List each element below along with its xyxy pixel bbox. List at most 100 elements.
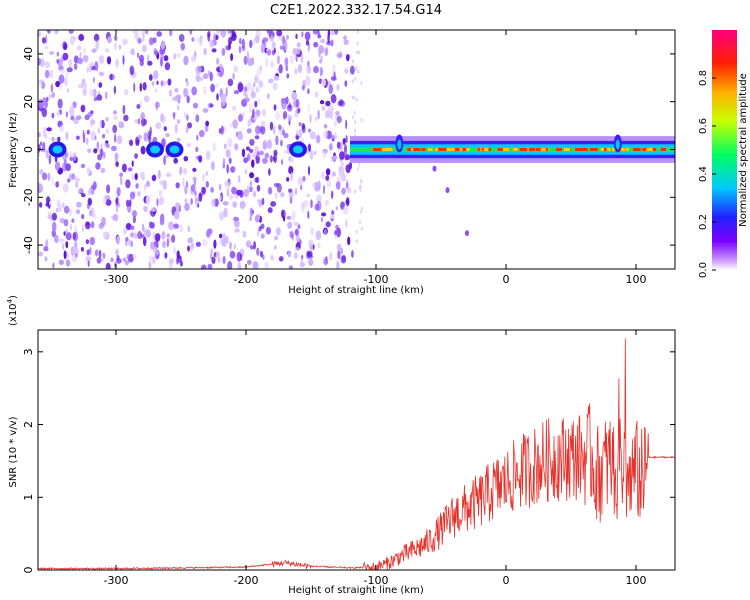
noise-speckle — [118, 44, 122, 50]
noise-speckle — [331, 135, 338, 140]
noise-speckle — [249, 186, 253, 193]
noise-speckle — [312, 30, 319, 35]
x-tick-label: -200 — [234, 574, 259, 587]
y-tick-label: 0 — [22, 146, 35, 153]
noise-speckle — [44, 69, 50, 79]
noise-speckle — [323, 129, 328, 140]
noise-speckle — [342, 138, 346, 144]
noise-speckle — [184, 185, 188, 195]
noise-speckle — [54, 234, 59, 243]
noise-speckle — [174, 88, 179, 93]
noise-speckle — [287, 114, 291, 122]
noise-speckle — [129, 225, 135, 230]
noise-speckle — [127, 167, 133, 172]
noise-speckle — [228, 193, 233, 201]
noise-speckle — [140, 112, 145, 121]
noise-speckle — [122, 38, 128, 46]
noise-speckle — [270, 60, 274, 69]
signal-band-peak — [538, 148, 542, 151]
noise-speckle — [82, 54, 89, 63]
noise-speckle — [98, 249, 102, 259]
noise-speckle — [322, 150, 327, 158]
noise-speckle — [308, 128, 311, 133]
noise-speckle — [294, 68, 298, 75]
noise-speckle — [155, 122, 162, 129]
noise-speckle — [115, 59, 119, 69]
noise-speckle — [346, 54, 350, 62]
noise-speckle — [187, 237, 193, 244]
noise-speckle — [38, 183, 43, 193]
noise-speckle — [355, 239, 358, 244]
noise-speckle — [123, 89, 129, 96]
noise-speckle — [92, 77, 96, 83]
noise-speckle — [269, 121, 274, 131]
noise-speckle — [360, 179, 363, 184]
x-tick-label: -300 — [104, 574, 129, 587]
noise-speckle — [119, 172, 123, 178]
noise-speckle — [85, 137, 89, 145]
noise-speckle — [73, 234, 77, 240]
signal-band-peak — [466, 148, 470, 151]
noise-speckle — [278, 64, 283, 74]
noise-speckle — [334, 120, 337, 127]
noise-speckle — [301, 31, 304, 38]
noise-speckle — [351, 79, 354, 84]
noise-speckle — [105, 199, 112, 206]
noise-speckle — [256, 98, 260, 103]
noise-speckle — [314, 150, 317, 156]
noise-speckle — [267, 93, 270, 99]
noise-speckle — [325, 168, 331, 176]
noise-speckle — [227, 138, 233, 148]
noise-speckle — [220, 30, 226, 38]
x-tick-label: 100 — [626, 273, 647, 286]
x-tick-label: -300 — [104, 273, 129, 286]
noise-speckle — [88, 209, 93, 217]
noise-speckle — [38, 31, 41, 37]
noise-speckle — [122, 55, 125, 65]
noise-speckle — [202, 73, 209, 80]
noise-speckle — [129, 191, 136, 200]
noise-speckle — [325, 100, 331, 107]
noise-speckle — [219, 63, 223, 72]
noise-speckle — [76, 201, 82, 208]
signal-band-peak — [421, 148, 426, 151]
noise-speckle — [38, 132, 41, 138]
noise-speckle — [225, 87, 228, 97]
noise-speckle — [66, 67, 73, 73]
noise-speckle — [200, 76, 203, 82]
noise-speckle — [309, 244, 314, 252]
noise-speckle — [264, 152, 270, 159]
noise-speckle — [105, 117, 109, 122]
noise-speckle — [73, 175, 77, 181]
noise-speckle — [252, 38, 255, 46]
noise-speckle — [67, 88, 70, 93]
noise-speckle — [137, 134, 142, 140]
colorbar-tick-label: 0.8 — [698, 70, 709, 86]
noise-speckle — [325, 221, 331, 228]
noise-speckle — [143, 183, 147, 191]
noise-speckle — [345, 119, 348, 130]
noise-speckle — [98, 55, 105, 64]
noise-speckle — [336, 84, 340, 91]
spectrogram-x-axis-label: Height of straight line (km) — [288, 285, 424, 296]
noise-speckle — [337, 250, 341, 260]
noise-speckle — [56, 59, 60, 64]
noise-speckle — [266, 139, 273, 150]
noise-speckle — [269, 155, 273, 163]
noise-speckle — [73, 117, 79, 125]
noise-speckle — [239, 200, 246, 210]
noise-speckle — [168, 258, 175, 264]
noise-speckle — [114, 34, 118, 41]
noise-speckle — [184, 203, 190, 211]
noise-speckle — [165, 172, 172, 177]
noise-speckle — [125, 237, 129, 242]
noise-speckle — [236, 189, 243, 196]
noise-speckle — [299, 261, 305, 268]
noise-speckle — [325, 109, 331, 118]
noise-speckle — [156, 31, 162, 37]
noise-speckle — [332, 64, 336, 71]
noise-speckle — [143, 95, 150, 103]
noise-speckle — [294, 187, 298, 196]
noise-speckle — [308, 258, 314, 267]
noise-speckle — [56, 111, 60, 117]
